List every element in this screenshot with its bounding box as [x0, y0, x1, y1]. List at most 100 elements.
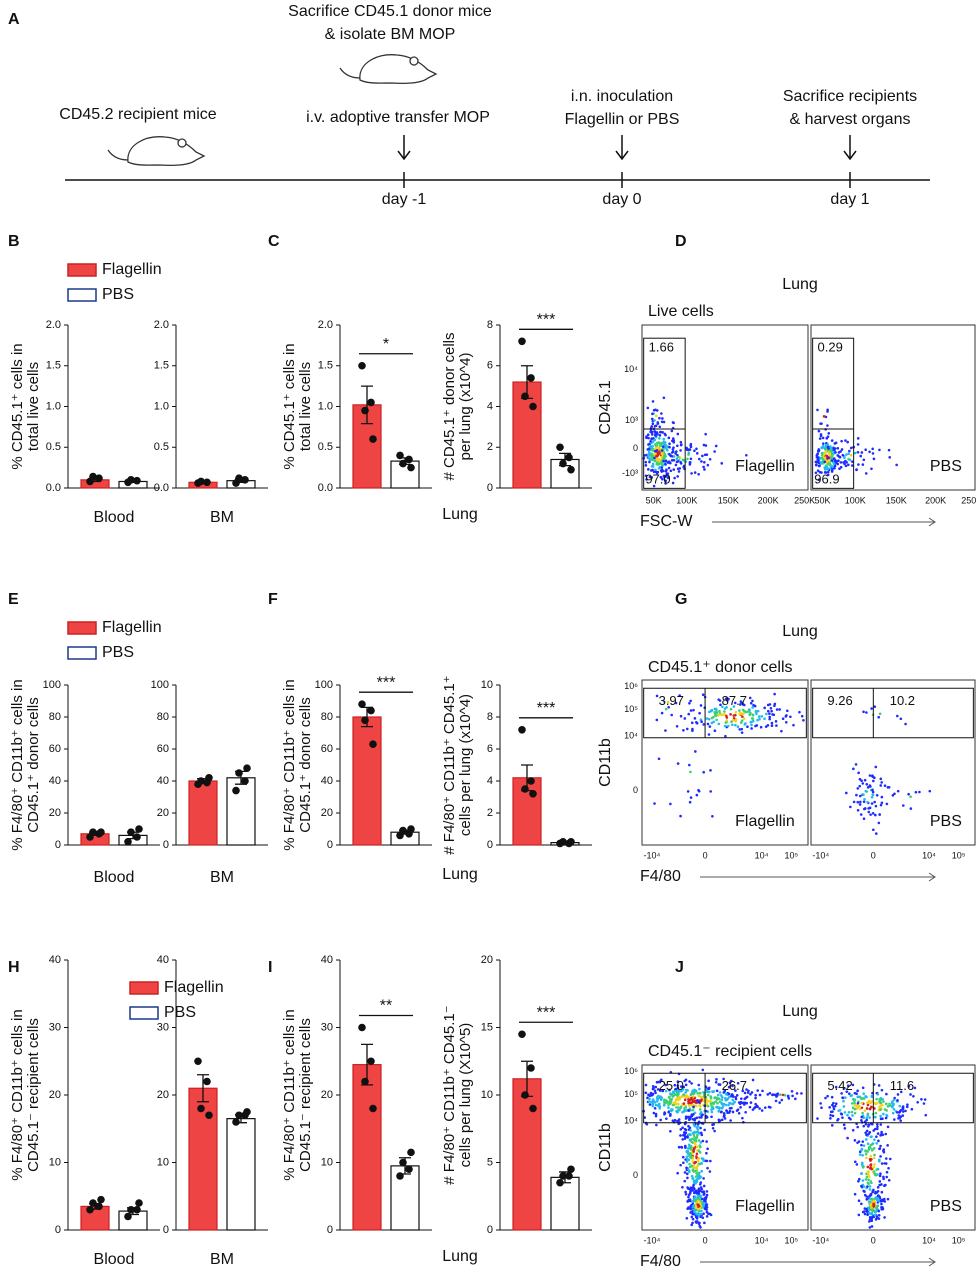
y-axis-label: CD45.1⁺ donor cells: [25, 697, 42, 832]
event-dot: [662, 456, 666, 460]
flow-x-tick: 10⁵: [952, 850, 966, 860]
event-dot: [665, 447, 669, 451]
event-dot: [898, 1111, 901, 1114]
event-dot: [714, 1080, 718, 1084]
event-dot: [660, 420, 664, 424]
y-tick-label: 100: [43, 679, 61, 691]
event-dot: [679, 814, 682, 818]
event-dot: [874, 765, 878, 769]
event-dot: [686, 1207, 689, 1211]
event-dot: [883, 1108, 887, 1111]
event-dot: [883, 784, 887, 787]
event-dot: [655, 1123, 658, 1127]
event-dot: [679, 714, 683, 718]
y-tick-label: 30: [157, 1021, 169, 1033]
significance-label: ***: [537, 312, 556, 329]
event-dot: [717, 722, 721, 726]
event-dot: [870, 467, 873, 471]
event-dot: [916, 1100, 919, 1104]
event-dot: [841, 1116, 844, 1119]
data-point: [405, 1165, 413, 1174]
flow-y-tick: 10⁴: [624, 364, 638, 374]
event-dot: [873, 800, 877, 804]
y-tick-label: 0: [487, 482, 493, 494]
data-point: [521, 785, 529, 793]
event-dot: [865, 1129, 869, 1133]
event-dot: [698, 1201, 702, 1205]
event-dot: [877, 821, 881, 825]
event-dot: [681, 1155, 685, 1159]
day-label: day 0: [602, 191, 641, 208]
event-dot: [914, 790, 918, 794]
y-tick-label: 100: [315, 679, 333, 691]
error-bar: [361, 385, 373, 425]
event-dot: [689, 1204, 693, 1207]
event-dot: [689, 770, 692, 774]
event-dot: [713, 729, 717, 733]
event-dot: [885, 802, 889, 806]
event-dot: [891, 1111, 895, 1115]
event-dot: [664, 475, 667, 479]
event-dot: [818, 437, 822, 440]
event-dot: [699, 1175, 702, 1179]
event-dot: [693, 1111, 697, 1115]
event-dot: [672, 468, 676, 471]
event-dot: [834, 1085, 838, 1089]
event-dot: [754, 1096, 757, 1100]
event-dot: [695, 447, 698, 451]
legend-label: PBS: [102, 286, 134, 303]
y-tick-label: 2.0: [154, 319, 169, 331]
event-dot: [648, 1103, 652, 1106]
event-dot: [658, 1089, 662, 1092]
data-point: [124, 838, 132, 846]
flow-x-tick: 100K: [676, 495, 697, 505]
error-bar: [197, 1074, 209, 1103]
event-dot: [731, 1084, 734, 1088]
event-dot: [884, 1116, 888, 1120]
flow-x-tick: 10⁴: [755, 1235, 769, 1245]
event-dot: [774, 720, 778, 723]
event-dot: [688, 1126, 692, 1130]
event-dot: [881, 1117, 884, 1120]
event-dot: [727, 697, 730, 701]
event-dot: [755, 712, 758, 716]
event-dot: [898, 1116, 901, 1120]
group-label: Lung: [442, 506, 478, 523]
event-dot: [871, 1209, 874, 1213]
legend-label: Flagellin: [102, 619, 162, 636]
event-dot: [771, 1093, 775, 1096]
event-dot: [647, 468, 650, 471]
flow-x-tick: -10⁴: [644, 1235, 661, 1245]
event-dot: [716, 713, 720, 717]
event-dot: [798, 710, 801, 714]
event-dot: [741, 703, 745, 706]
event-dot: [653, 802, 656, 805]
panel-letter: I: [268, 959, 272, 976]
event-dot: [711, 814, 714, 818]
event-dot: [722, 1102, 726, 1106]
event-dot: [842, 1099, 845, 1103]
y-tick-label: 60: [321, 743, 333, 755]
flow-x-label: F4/80: [640, 1253, 681, 1270]
event-dot: [880, 1130, 883, 1134]
y-tick-label: 0: [163, 1224, 169, 1236]
event-dot: [860, 1118, 863, 1122]
event-dot: [738, 1102, 742, 1106]
event-dot: [823, 446, 826, 450]
event-dot: [691, 1217, 695, 1221]
event-dot: [832, 1105, 835, 1109]
event-dot: [863, 798, 866, 801]
y-tick-label: 100: [151, 679, 169, 691]
event-dot: [824, 1096, 827, 1100]
event-dot: [750, 723, 753, 727]
event-dot: [870, 707, 873, 710]
event-dot: [653, 438, 657, 442]
event-dot: [690, 721, 694, 725]
event-dot: [703, 468, 706, 471]
event-dot: [830, 459, 834, 462]
flow-plot: [814, 408, 898, 482]
event-dot: [858, 794, 862, 798]
event-dot: [704, 1196, 707, 1200]
event-dot: [850, 1110, 854, 1114]
event-dot: [659, 1079, 662, 1083]
